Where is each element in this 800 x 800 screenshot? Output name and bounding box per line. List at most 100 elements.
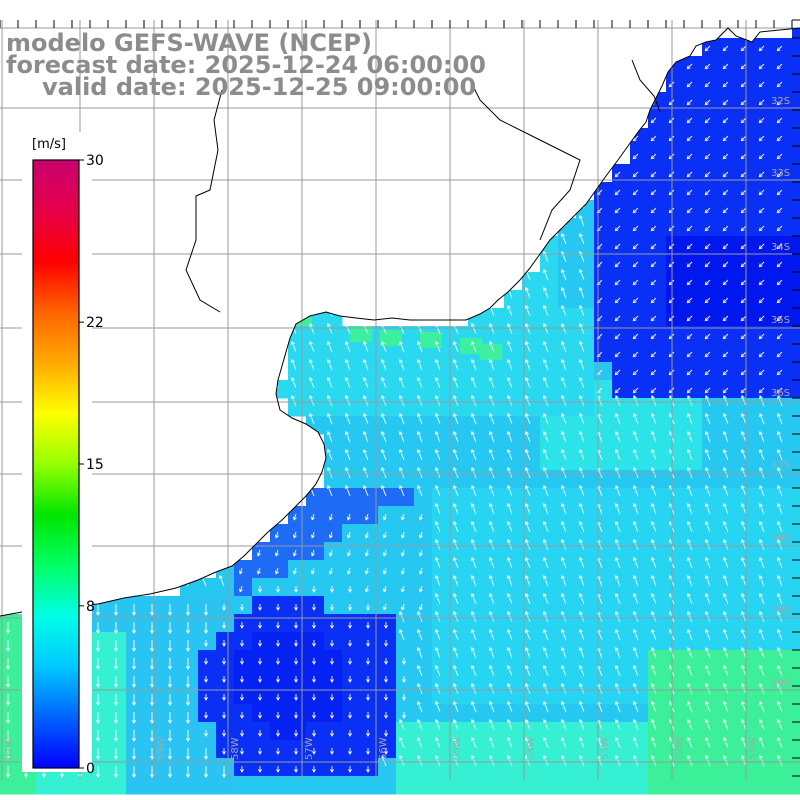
wind-arrow: [524, 592, 531, 605]
wind-arrow: [470, 664, 477, 677]
wind-speed-cell: [702, 74, 721, 93]
wind-arrow: [362, 448, 369, 461]
wind-speed-cell: [756, 560, 775, 579]
wind-arrow: [776, 333, 783, 340]
wind-arrow: [239, 766, 245, 773]
wind-speed-cell: [648, 578, 667, 597]
wind-speed-cell: [504, 452, 523, 471]
wind-arrow: [740, 502, 747, 515]
wind-speed-cell: [324, 740, 343, 759]
wind-speed-cell: [252, 740, 271, 759]
wind-speed-cell: [774, 632, 793, 651]
wind-speed-cell: [180, 740, 199, 759]
wind-speed-cell: [720, 380, 739, 399]
wind-speed-cell: [648, 740, 667, 759]
wind-arrow: [506, 484, 513, 497]
wind-arrow: [488, 448, 495, 461]
wind-arrow: [347, 766, 353, 773]
wind-speed-cell: [666, 542, 685, 561]
wind-speed-cell: [720, 308, 739, 327]
wind-speed-cell: [594, 308, 613, 327]
wind-arrow: [524, 376, 531, 389]
wind-speed-cell: [684, 254, 703, 273]
wind-speed-cell: [720, 614, 739, 633]
wind-arrow: [542, 754, 549, 767]
wind-arrow: [365, 748, 371, 755]
wind-arrow: [560, 340, 567, 353]
wind-speed-cell: [576, 308, 595, 327]
wind-speed-cell: [162, 614, 181, 633]
wind-speed-cell: [648, 650, 667, 669]
wind-speed-cell: [576, 650, 595, 669]
wind-speed-cell: [774, 542, 793, 561]
wind-arrow: [401, 658, 407, 665]
wind-arrow: [221, 640, 227, 647]
wind-arrow: [542, 646, 549, 659]
wind-arrow: [524, 520, 531, 533]
wind-arrow: [365, 730, 371, 737]
wind-speed-cell: [324, 722, 343, 741]
wind-speed-cell: [792, 722, 800, 741]
wind-speed-cell: [702, 740, 721, 759]
wind-speed-cell: [558, 776, 577, 795]
wind-speed-cell: [378, 650, 397, 669]
wind-speed-cell: [792, 614, 800, 633]
wind-arrow: [632, 700, 639, 713]
wind-arrow: [470, 358, 477, 371]
wind-speed-cell: [684, 650, 703, 669]
wind-speed-cell: [576, 362, 595, 381]
wind-speed-cell: [738, 542, 757, 561]
wind-arrow: [452, 574, 459, 587]
wind-speed-cell: [594, 362, 613, 381]
wind-arrow: [434, 340, 441, 353]
wind-arrow: [362, 340, 369, 353]
wind-speed-cell: [720, 632, 739, 651]
wind-arrow: [758, 466, 765, 479]
wind-arrow: [632, 610, 639, 623]
wind-speed-cell: [414, 740, 433, 759]
wind-arrow: [704, 99, 711, 106]
wind-speed-cell: [540, 308, 559, 327]
wind-arrow: [578, 268, 585, 281]
wind-arrow: [614, 171, 621, 178]
wind-speed-cell: [756, 434, 775, 453]
wind-arrow: [560, 754, 567, 767]
wind-speed-cell: [612, 632, 631, 651]
wind-arrow: [758, 387, 765, 394]
wind-speed-cell: [648, 416, 667, 435]
wind-arrow: [578, 502, 585, 515]
wind-speed-cell: [522, 740, 541, 759]
wind-arrow: [221, 694, 227, 701]
wind-arrow: [704, 171, 711, 178]
wind-speed-cell: [360, 596, 379, 615]
wind-speed-cell: [126, 632, 145, 651]
wind-speed-cell: [756, 758, 775, 777]
wind-speed-cell: [792, 290, 800, 309]
wind-speed-cell: [702, 704, 721, 723]
wind-speed-cell: [792, 398, 800, 417]
wind-arrow: [650, 448, 657, 461]
wind-speed-cell: [450, 416, 469, 435]
wind-arrow: [560, 268, 567, 281]
wind-arrow: [524, 700, 531, 713]
wind-speed-cell: [198, 668, 217, 687]
wind-speed-cell: [720, 362, 739, 381]
wind-arrow: [614, 369, 621, 376]
wind-arrow: [578, 484, 585, 497]
wind-arrow: [326, 466, 333, 479]
wind-speed-cell: [306, 524, 325, 543]
wind-speed-cell: [684, 488, 703, 507]
wind-speed-cell: [198, 776, 217, 795]
wind-speed-cell: [0, 722, 19, 741]
wind-arrow: [614, 628, 621, 641]
wind-speed-cell: [774, 200, 793, 219]
wind-speed-cell: [378, 740, 397, 759]
wind-speed-cell: [432, 686, 451, 705]
wind-arrow: [203, 766, 209, 778]
wind-speed-cell: [594, 218, 613, 237]
wind-speed-cell: [666, 308, 685, 327]
wind-speed-cell: [648, 344, 667, 363]
wind-arrow: [470, 538, 477, 551]
wind-speed-cell: [720, 596, 739, 615]
wind-speed-cell: [612, 542, 631, 561]
